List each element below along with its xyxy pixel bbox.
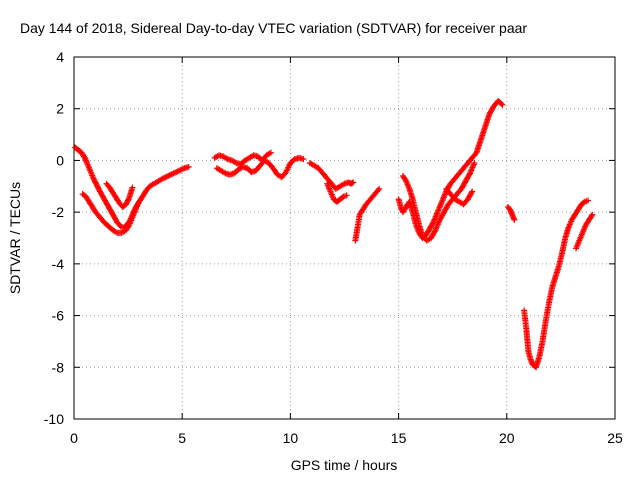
data-point xyxy=(584,197,591,204)
data-point xyxy=(171,169,178,176)
data-point xyxy=(300,156,307,163)
y-tick-label: -2 xyxy=(52,204,65,220)
data-point xyxy=(185,163,192,170)
data-point xyxy=(343,192,350,199)
data-point xyxy=(165,172,172,179)
data-point xyxy=(166,172,173,179)
data-points xyxy=(72,97,596,371)
plot-frame xyxy=(73,56,616,420)
data-point xyxy=(175,167,182,174)
y-tick-labels: -10 -8 -6 -4 -2 0 2 4 xyxy=(44,49,64,427)
y-tick-label: -8 xyxy=(52,359,65,375)
x-tick-label: 10 xyxy=(283,430,299,446)
x-tick-label: 0 xyxy=(70,430,78,446)
data-point xyxy=(376,185,383,192)
data-series xyxy=(324,180,350,205)
x-tick-label: 5 xyxy=(178,430,186,446)
data-point xyxy=(129,184,136,191)
data-point xyxy=(135,198,142,205)
data-series xyxy=(103,180,136,210)
data-point xyxy=(431,228,438,235)
data-point xyxy=(159,175,166,182)
y-tick-label: -10 xyxy=(44,411,64,427)
data-point xyxy=(177,167,184,174)
data-series xyxy=(573,211,596,252)
data-point xyxy=(170,170,177,177)
x-tick-labels: 0 5 10 15 20 25 xyxy=(70,430,623,446)
data-point xyxy=(588,213,595,220)
data-series xyxy=(306,160,357,192)
data-point xyxy=(350,179,357,186)
data-series xyxy=(213,154,307,181)
data-point xyxy=(163,173,170,180)
data-point xyxy=(180,165,187,172)
x-axis-label: GPS time / hours xyxy=(291,457,398,473)
x-tick-label: 15 xyxy=(391,430,407,446)
grid xyxy=(74,57,615,419)
data-point xyxy=(499,101,506,108)
y-tick-label: 4 xyxy=(56,49,64,65)
data-point xyxy=(174,168,181,175)
data-series xyxy=(443,185,476,208)
x-tick-label: 25 xyxy=(607,430,623,446)
data-point xyxy=(466,171,473,178)
data-point xyxy=(375,187,382,194)
data-point xyxy=(471,160,478,167)
data-point xyxy=(169,171,176,178)
x-tick-label: 20 xyxy=(499,430,515,446)
data-series xyxy=(504,203,518,223)
data-series xyxy=(79,191,142,236)
data-point xyxy=(162,174,169,181)
y-tick-label: 2 xyxy=(56,101,64,117)
data-point xyxy=(125,196,132,203)
data-series xyxy=(211,149,274,168)
y-tick-label: -6 xyxy=(52,308,65,324)
data-point xyxy=(178,166,185,173)
data-series xyxy=(352,185,383,244)
axis-ticks xyxy=(73,56,616,420)
data-point xyxy=(173,169,180,176)
data-point xyxy=(349,180,356,187)
y-tick-label: 0 xyxy=(56,152,64,168)
data-point xyxy=(167,171,174,178)
data-point xyxy=(498,100,505,107)
chart-title: Day 144 of 2018, Sidereal Day-to-day VTE… xyxy=(20,20,527,36)
data-point xyxy=(267,149,274,156)
data-point xyxy=(161,174,168,181)
data-point xyxy=(429,220,436,227)
data-series xyxy=(399,160,478,244)
data-series xyxy=(395,97,506,241)
y-tick-label: -4 xyxy=(52,256,65,272)
data-point xyxy=(589,211,596,218)
data-series xyxy=(521,197,591,371)
y-axis-label: SDTVAR / TECUs xyxy=(7,182,23,294)
data-point xyxy=(511,216,518,223)
data-point xyxy=(469,188,476,195)
data-point xyxy=(468,189,475,196)
